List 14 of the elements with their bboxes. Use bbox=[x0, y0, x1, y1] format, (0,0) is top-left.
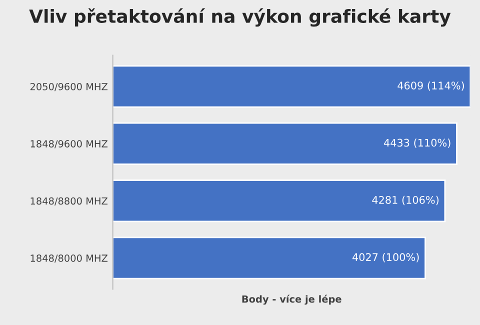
data-label: 4609 (114%) bbox=[398, 81, 464, 91]
y-tick-label: 1848/9600 MHZ bbox=[30, 140, 108, 148]
data-label: 4433 (110%) bbox=[384, 138, 450, 148]
bar bbox=[112, 180, 446, 222]
x-axis-title: Body - více je lépe bbox=[242, 294, 342, 305]
y-tick-label: 2050/9600 MHZ bbox=[30, 82, 108, 92]
y-tick-label: 1848/8800 MHZ bbox=[30, 197, 108, 206]
bar bbox=[112, 122, 458, 165]
chart-title: Vliv přetaktování na výkon grafické karty bbox=[29, 8, 451, 27]
bar bbox=[112, 236, 426, 280]
data-label: 4027 (100%) bbox=[352, 253, 419, 262]
data-label: 4281 (106%) bbox=[372, 196, 438, 206]
bar bbox=[112, 65, 470, 108]
y-tick-label: 1848/8000 MHZ bbox=[30, 254, 108, 263]
